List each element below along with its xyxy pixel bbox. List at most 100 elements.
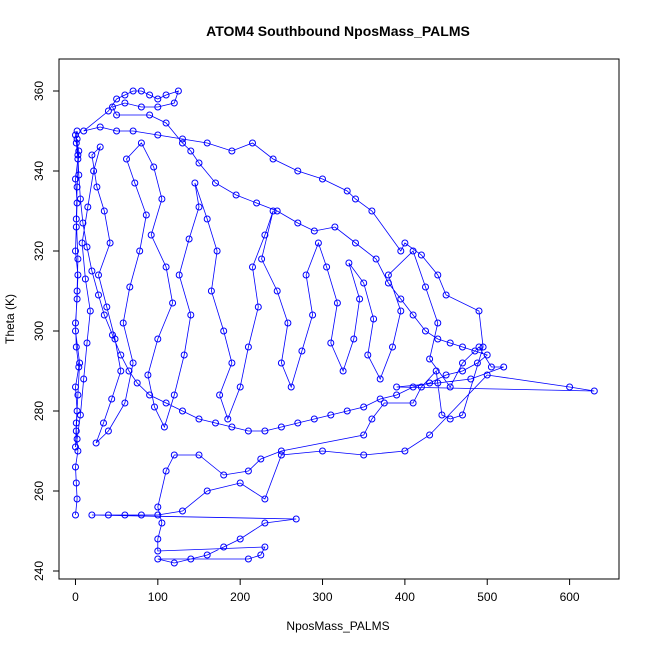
data-point	[88, 267, 96, 275]
data-point	[360, 431, 368, 439]
data-point	[203, 215, 211, 223]
y-tick-label: 280	[32, 401, 46, 421]
data-point	[475, 307, 483, 315]
data-point	[310, 415, 318, 423]
data-point	[294, 419, 302, 427]
data-point	[180, 351, 188, 359]
data-point	[162, 263, 170, 271]
data-point	[129, 127, 137, 135]
data-point	[179, 507, 186, 515]
data-point	[142, 211, 150, 219]
data-point	[352, 195, 359, 203]
data-point	[213, 247, 221, 255]
data-point	[343, 407, 351, 415]
data-point	[277, 359, 285, 367]
data-point	[154, 335, 162, 343]
x-tick-label: 100	[148, 590, 168, 604]
data-point	[220, 543, 228, 551]
plot-frame	[58, 58, 620, 580]
data-point	[360, 451, 368, 459]
data-point	[72, 327, 79, 335]
data-point	[483, 371, 491, 379]
x-tick-label: 200	[230, 590, 250, 604]
data-point	[294, 219, 302, 227]
data-point	[422, 327, 429, 335]
chart-title: ATOM4 Southbound NposMass_PALMS	[206, 23, 470, 39]
data-point	[84, 203, 92, 211]
data-point	[80, 375, 88, 383]
data-point	[154, 131, 162, 139]
data-point	[422, 283, 429, 291]
data-point	[368, 415, 376, 423]
data-point	[131, 179, 139, 187]
data-point	[389, 343, 396, 351]
data-point	[154, 95, 162, 103]
data-point	[160, 423, 168, 431]
data-point	[154, 547, 162, 555]
data-point	[72, 427, 80, 435]
data-point	[88, 511, 96, 519]
data-point	[261, 495, 269, 503]
data-point	[75, 147, 83, 155]
data-point	[79, 219, 87, 227]
data-point	[471, 347, 479, 355]
data-point	[154, 555, 162, 563]
data-point	[319, 447, 326, 455]
x-tick-label: 400	[395, 590, 415, 604]
data-point	[350, 335, 358, 343]
data-point	[500, 363, 508, 371]
data-point	[95, 271, 102, 279]
data-point	[343, 187, 351, 195]
data-point	[72, 419, 80, 427]
data-point	[323, 263, 331, 271]
data-point	[195, 415, 203, 423]
data-point	[158, 519, 166, 527]
data-point	[333, 299, 341, 307]
data-point	[273, 207, 281, 215]
x-axis: 0 100 200 300 400 500 600	[72, 578, 580, 604]
data-point	[446, 383, 454, 391]
data-point	[459, 367, 466, 375]
data-point	[162, 399, 170, 407]
data-point	[72, 443, 79, 451]
data-point	[566, 383, 574, 391]
data-point	[261, 543, 269, 551]
data-point	[327, 411, 335, 419]
data-point	[292, 515, 300, 523]
data-point	[174, 87, 182, 95]
data-point	[195, 203, 203, 211]
data-point	[277, 447, 285, 455]
data-point	[129, 87, 137, 95]
data-point	[287, 383, 295, 391]
data-point	[417, 251, 425, 259]
data-point	[479, 343, 487, 351]
data-point	[314, 239, 322, 247]
data-point	[244, 427, 252, 435]
data-point	[113, 95, 121, 103]
data-point	[228, 359, 236, 367]
data-point	[75, 363, 83, 371]
data-point	[331, 223, 339, 231]
data-point	[442, 371, 450, 379]
data-point	[397, 247, 405, 255]
data-point	[434, 335, 442, 343]
data-point	[72, 479, 80, 487]
data-point	[109, 103, 116, 111]
data-point	[154, 503, 162, 511]
data-point	[96, 143, 104, 151]
data-point	[467, 375, 475, 383]
data-point	[187, 555, 195, 563]
data-point	[73, 287, 81, 295]
data-point	[207, 287, 215, 295]
data-point	[401, 239, 409, 247]
data-point	[73, 183, 81, 191]
data-point	[158, 195, 166, 203]
data-point	[244, 555, 252, 563]
data-point	[376, 395, 384, 403]
data-point	[100, 419, 107, 427]
data-point	[261, 231, 269, 239]
data-point	[117, 367, 125, 375]
data-point	[72, 383, 79, 391]
data-point	[133, 379, 141, 387]
